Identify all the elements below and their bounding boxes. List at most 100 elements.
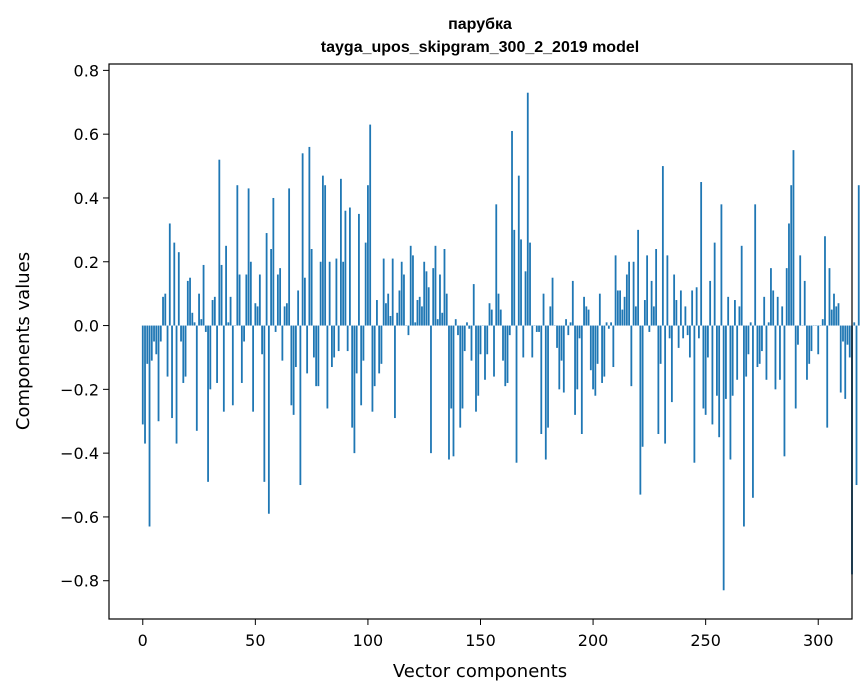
bar-29 bbox=[207, 325, 209, 482]
bar-254 bbox=[713, 242, 716, 326]
bar-230 bbox=[659, 325, 662, 364]
bar-226 bbox=[650, 280, 653, 326]
bar-112 bbox=[394, 325, 396, 419]
bar-33 bbox=[216, 325, 218, 383]
bar-239 bbox=[679, 290, 682, 326]
bar-195 bbox=[580, 325, 583, 434]
bar-146 bbox=[470, 325, 473, 361]
bar-128 bbox=[430, 325, 432, 454]
bar-185 bbox=[558, 325, 561, 390]
chart-subtitle: tayga_upos_skipgram_300_2_2019 model bbox=[321, 39, 639, 56]
bar-191 bbox=[571, 280, 574, 326]
bar-263 bbox=[734, 300, 736, 326]
bar-231 bbox=[661, 166, 664, 326]
bar-52 bbox=[258, 274, 261, 326]
bar-302 bbox=[821, 319, 824, 326]
bar-32 bbox=[213, 296, 216, 326]
bar-178 bbox=[542, 293, 545, 326]
bar-10 bbox=[164, 293, 167, 326]
bar-245 bbox=[693, 325, 696, 463]
bar-158 bbox=[497, 293, 500, 326]
bar-118 bbox=[407, 325, 410, 336]
bar-150 bbox=[479, 325, 482, 355]
bar-77 bbox=[315, 325, 318, 387]
bar-149 bbox=[477, 325, 480, 396]
bar-204 bbox=[601, 325, 603, 383]
bar-105 bbox=[378, 325, 381, 374]
bar-116 bbox=[403, 274, 405, 326]
bar-18 bbox=[182, 325, 185, 383]
bar-279 bbox=[770, 268, 772, 326]
bar-250 bbox=[704, 325, 707, 415]
bar-26 bbox=[200, 319, 203, 326]
bar-147 bbox=[472, 284, 475, 326]
bar-236 bbox=[673, 274, 676, 326]
bar-269 bbox=[747, 325, 750, 355]
bar-179 bbox=[544, 325, 547, 460]
bar-134 bbox=[443, 249, 446, 326]
bar-66 bbox=[290, 325, 293, 406]
bar-24 bbox=[195, 325, 198, 431]
bar-21 bbox=[189, 277, 191, 326]
bar-87 bbox=[337, 325, 340, 352]
bar-96 bbox=[358, 213, 360, 326]
bar-45 bbox=[243, 325, 245, 342]
x-tick-label: 200 bbox=[578, 631, 609, 650]
x-tick-label: 300 bbox=[803, 631, 834, 650]
bar-221 bbox=[639, 325, 642, 495]
bar-42 bbox=[236, 185, 239, 326]
bar-40 bbox=[231, 325, 234, 406]
bar-154 bbox=[488, 303, 491, 326]
bar-9 bbox=[162, 296, 164, 326]
bar-90 bbox=[344, 210, 347, 326]
bar-107 bbox=[382, 258, 385, 326]
bar-54 bbox=[263, 325, 266, 482]
bar-196 bbox=[583, 296, 585, 326]
bar-103 bbox=[373, 325, 376, 387]
y-axis: −0.8 −0.6 −0.4 −0.2 0.0 0.2 0.4 0.6 0.8 bbox=[60, 61, 109, 591]
bar-139 bbox=[454, 319, 457, 326]
bar-305 bbox=[828, 268, 831, 326]
bar-130 bbox=[434, 245, 437, 326]
bar-71 bbox=[301, 153, 304, 326]
bar-223 bbox=[643, 300, 646, 326]
bar-72 bbox=[303, 277, 306, 326]
bar-296 bbox=[808, 325, 811, 364]
bar-237 bbox=[675, 300, 678, 326]
bar-84 bbox=[331, 325, 333, 368]
bar-265 bbox=[738, 306, 741, 326]
bar-288 bbox=[790, 185, 793, 326]
bar-262 bbox=[731, 325, 734, 396]
bar-177 bbox=[540, 325, 543, 434]
bar-73 bbox=[306, 325, 309, 374]
bar-0 bbox=[141, 325, 144, 425]
bar-94 bbox=[353, 325, 356, 454]
bar-278 bbox=[767, 322, 770, 326]
bar-164 bbox=[511, 130, 513, 326]
bar-58 bbox=[272, 197, 275, 326]
bar-203 bbox=[598, 293, 601, 326]
bar-163 bbox=[508, 325, 511, 336]
bar-267 bbox=[743, 325, 745, 527]
bar-285 bbox=[783, 325, 786, 457]
bar-217 bbox=[630, 325, 633, 387]
bar-282 bbox=[776, 296, 779, 326]
bar-219 bbox=[634, 306, 637, 326]
bar-123 bbox=[418, 296, 421, 326]
bar-19 bbox=[184, 325, 187, 377]
bar-308 bbox=[835, 306, 838, 326]
bar-314 bbox=[848, 325, 851, 358]
bar-148 bbox=[475, 325, 477, 412]
bar-110 bbox=[389, 315, 392, 326]
bar-1 bbox=[144, 325, 146, 444]
bar-59 bbox=[274, 325, 277, 332]
bar-121 bbox=[414, 322, 417, 326]
bar-273 bbox=[756, 325, 759, 368]
bar-97 bbox=[360, 325, 363, 406]
bar-206 bbox=[605, 322, 608, 326]
bar-227 bbox=[652, 306, 655, 326]
bar-57 bbox=[270, 249, 273, 326]
bar-138 bbox=[452, 325, 455, 457]
bar-101 bbox=[369, 124, 372, 326]
bar-67 bbox=[292, 325, 295, 415]
